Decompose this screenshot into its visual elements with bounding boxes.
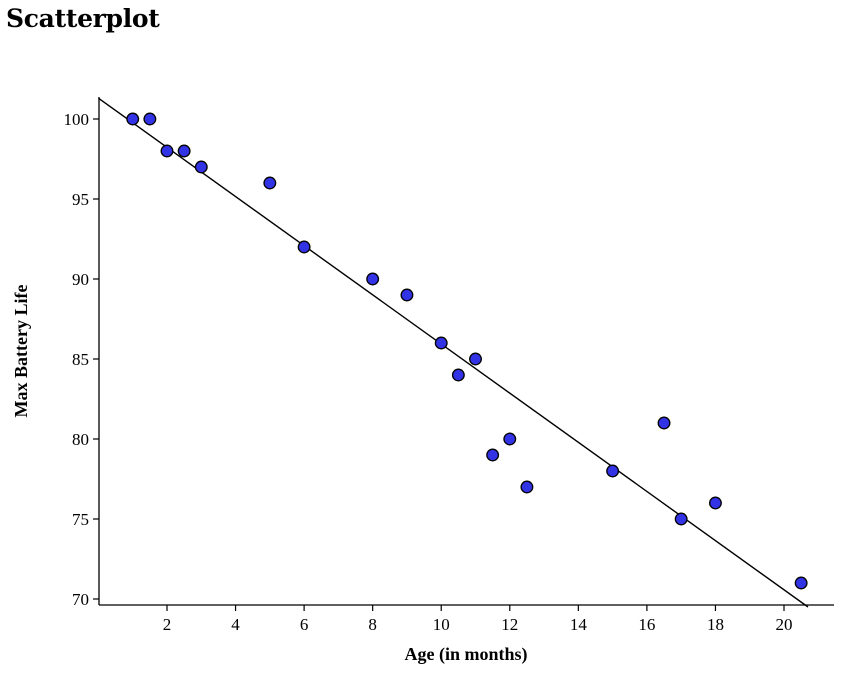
data-point [434,336,448,350]
data-point [194,160,208,174]
data-point [606,464,620,478]
y-tick-label: 80 [72,430,89,449]
data-point [469,352,482,366]
axes [98,97,834,606]
data-points [126,112,808,590]
data-point [366,272,380,286]
data-point [160,144,174,158]
x-tick-label: 2 [163,615,172,634]
x-tick-label: 14 [570,615,588,634]
x-tick-label: 12 [501,615,518,634]
data-point [486,448,500,462]
y-axis-label: Max Battery Life [11,285,31,418]
trend-line-group [98,97,809,608]
data-point [177,144,191,158]
x-tick-label: 16 [638,615,655,634]
x-tick-label: 20 [776,615,793,634]
data-point [503,432,517,446]
data-point [263,176,277,190]
x-axis-label: Age (in months) [404,644,527,665]
x-tick-label: 6 [300,615,309,634]
data-point [297,240,311,254]
y-tick-label: 85 [72,350,89,369]
x-tick-label: 8 [368,615,377,634]
x-tick-label: 4 [231,615,240,634]
data-point [657,416,671,430]
data-point [126,112,140,126]
data-point [674,512,688,526]
data-point [451,368,465,382]
data-point [400,288,414,302]
y-tick-label: 75 [72,510,89,529]
data-point [520,480,534,494]
data-point [143,112,157,126]
y-tick-label: 95 [72,190,89,209]
chart-title: Scatterplot [6,4,160,33]
ticks: 2 4 6 8 10 12 14 16 18 20 70 75 80 85 90 95 100 [64,110,793,634]
x-tick-label: 18 [707,615,724,634]
x-tick-label: 10 [433,615,450,634]
y-tick-label: 70 [72,590,89,609]
y-tick-label: 90 [72,270,89,289]
trend-line [98,97,809,608]
y-tick-label: 100 [64,110,90,129]
data-point [708,496,722,510]
data-point [794,576,808,590]
